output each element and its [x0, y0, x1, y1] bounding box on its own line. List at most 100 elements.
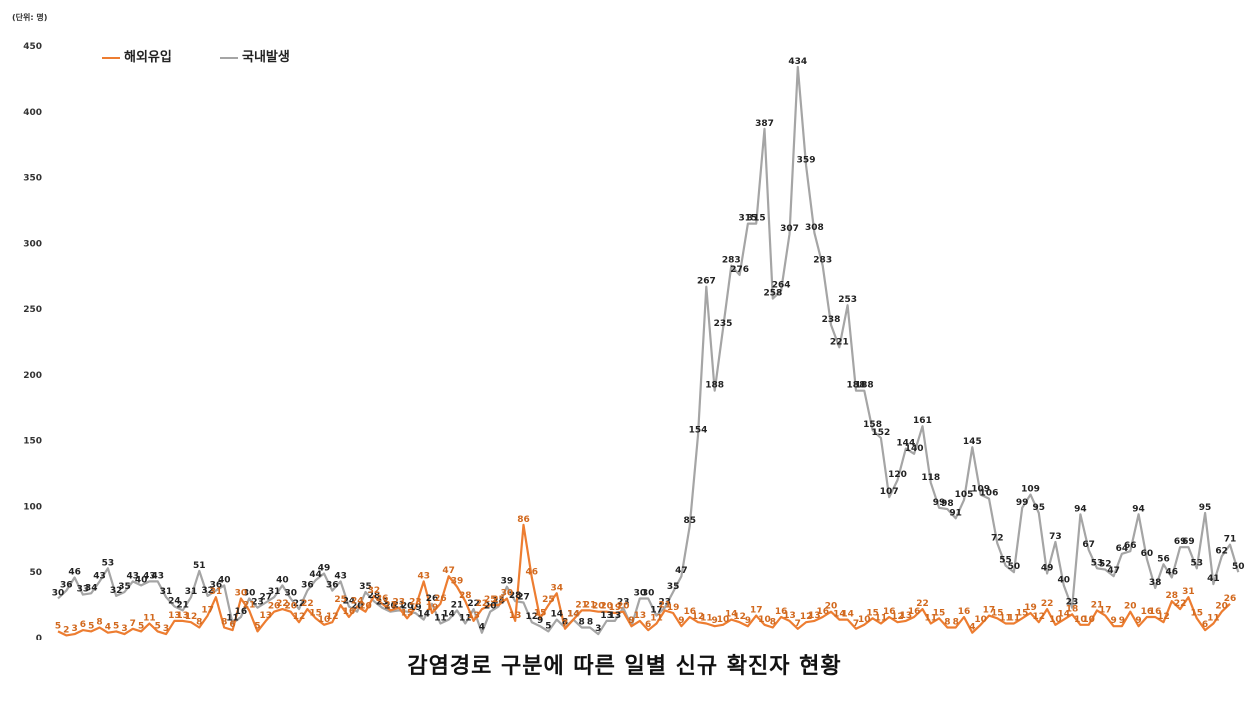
data-label-domestic: 30 — [634, 589, 647, 599]
y-tick-label: 250 — [23, 305, 42, 315]
data-label-imported: 9 — [745, 616, 751, 626]
data-label-imported: 11 — [143, 614, 156, 624]
data-label-domestic: 154 — [689, 425, 708, 435]
data-label-imported: 13 — [509, 611, 522, 621]
y-tick-label: 0 — [36, 634, 42, 640]
data-label-imported: 12 — [1157, 612, 1170, 622]
data-label-domestic: 21 — [393, 600, 406, 610]
data-label-imported: 9 — [1135, 616, 1141, 626]
data-label-domestic: 8 — [579, 617, 585, 627]
data-label-imported: 10 — [858, 615, 871, 625]
data-label-domestic: 66 — [1124, 541, 1137, 551]
series-line-domestic — [57, 65, 1240, 636]
data-label-imported: 14 — [833, 610, 846, 620]
y-tick-label: 150 — [23, 437, 42, 447]
y-tick-label: 400 — [23, 108, 42, 118]
data-label-imported: 5 — [155, 621, 161, 631]
data-label-imported: 20 — [617, 602, 630, 612]
data-label-imported: 8 — [953, 617, 959, 627]
data-label-imported: 9 — [1110, 616, 1116, 626]
data-label-domestic: 24 — [168, 596, 181, 606]
legend-label-domestic: 국내발생 — [242, 50, 290, 65]
data-label-domestic: 22 — [467, 599, 480, 609]
data-label-imported: 12 — [185, 612, 198, 622]
data-label-domestic: 11 — [459, 614, 472, 624]
data-label-domestic: 67 — [1082, 540, 1095, 550]
data-label-imported: 11 — [1008, 614, 1021, 624]
data-label-imported: 6 — [80, 620, 86, 630]
data-label-domestic: 85 — [683, 516, 696, 526]
data-label-domestic: 5 — [545, 621, 551, 631]
data-label-domestic: 55 — [999, 556, 1012, 566]
data-label-domestic: 20 — [401, 602, 414, 612]
line-chart: 0501001502002503003504004506.1.6.6.6.11.… — [23, 42, 1245, 640]
data-label-imported: 17 — [983, 606, 996, 616]
data-label-domestic: 20 — [384, 602, 397, 612]
data-label-domestic: 20 — [484, 602, 497, 612]
data-label-domestic: 30 — [642, 589, 655, 599]
data-label-imported: 9 — [712, 616, 718, 626]
data-label-imported: 23 — [393, 598, 406, 608]
data-label-domestic: 69 — [1174, 537, 1187, 547]
data-label-domestic: 188 — [847, 381, 866, 391]
data-label-domestic: 31 — [185, 587, 198, 597]
data-label-domestic: 50 — [1232, 562, 1245, 572]
data-label-imported: 5 — [254, 621, 260, 631]
data-label-domestic: 28 — [509, 591, 522, 601]
data-label-imported: 5 — [55, 621, 61, 631]
data-label-domestic: 188 — [705, 381, 724, 391]
data-label-domestic: 53 — [1190, 558, 1203, 568]
data-label-domestic: 94 — [1074, 504, 1087, 514]
data-label-domestic: 36 — [210, 581, 223, 591]
data-label-imported: 15 — [1016, 608, 1029, 618]
data-label-imported: 22 — [276, 599, 289, 609]
data-label-imported: 10 — [1049, 615, 1062, 625]
data-label-domestic: 28 — [368, 591, 381, 601]
data-label-domestic: 95 — [1199, 503, 1212, 513]
data-label-domestic: 23 — [617, 598, 630, 608]
data-label-domestic: 152 — [871, 428, 890, 438]
data-label-imported: 9 — [678, 616, 684, 626]
data-label-imported: 10 — [1082, 615, 1095, 625]
data-label-domestic: 4 — [479, 623, 485, 633]
data-label-imported: 17 — [1099, 606, 1112, 616]
unit-label: (단위: 명) — [12, 13, 48, 22]
data-label-imported: 12 — [326, 612, 339, 622]
data-label-imported: 28 — [1166, 591, 1179, 601]
data-label-imported: 39 — [451, 577, 464, 587]
data-label-imported: 9 — [1119, 616, 1125, 626]
data-label-imported: 13 — [808, 611, 821, 621]
data-label-imported: 10 — [717, 615, 730, 625]
data-label-domestic: 91 — [949, 508, 962, 518]
data-label-domestic: 43 — [143, 571, 156, 581]
data-label-domestic: 35 — [118, 582, 131, 592]
data-label-imported: 47 — [442, 566, 455, 576]
data-label-imported: 7 — [562, 619, 568, 629]
legend-label-imported: 해외유입 — [124, 50, 172, 65]
data-label-imported: 19 — [609, 603, 622, 613]
data-label-domestic: 20 — [351, 602, 364, 612]
data-label-domestic: 27 — [260, 592, 273, 602]
data-label-imported: 6 — [645, 620, 651, 630]
data-label-domestic: 99 — [933, 498, 946, 508]
data-label-imported: 16 — [883, 607, 896, 617]
legend-item-imported: 해외유입 — [102, 46, 172, 65]
data-label-imported: 10 — [974, 615, 987, 625]
data-label-imported: 12 — [692, 612, 705, 622]
data-label-domestic: 315 — [747, 214, 766, 224]
data-label-imported: 16 — [958, 607, 971, 617]
data-label-imported: 20 — [1215, 602, 1228, 612]
data-label-domestic: 40 — [218, 575, 231, 585]
data-label-imported: 32 — [368, 586, 381, 596]
data-label-imported: 14 — [1057, 610, 1070, 620]
data-label-domestic: 23 — [251, 598, 264, 608]
data-label-imported: 7 — [130, 619, 136, 629]
data-label-domestic: 43 — [151, 571, 164, 581]
data-label-imported: 13 — [634, 611, 647, 621]
data-label-domestic: 50 — [1008, 562, 1021, 572]
data-label-domestic: 9 — [628, 616, 634, 626]
data-label-domestic: 9 — [537, 616, 543, 626]
data-label-imported: 13 — [176, 611, 189, 621]
data-label-domestic: 60 — [1141, 549, 1154, 559]
data-label-imported: 26 — [376, 594, 389, 604]
